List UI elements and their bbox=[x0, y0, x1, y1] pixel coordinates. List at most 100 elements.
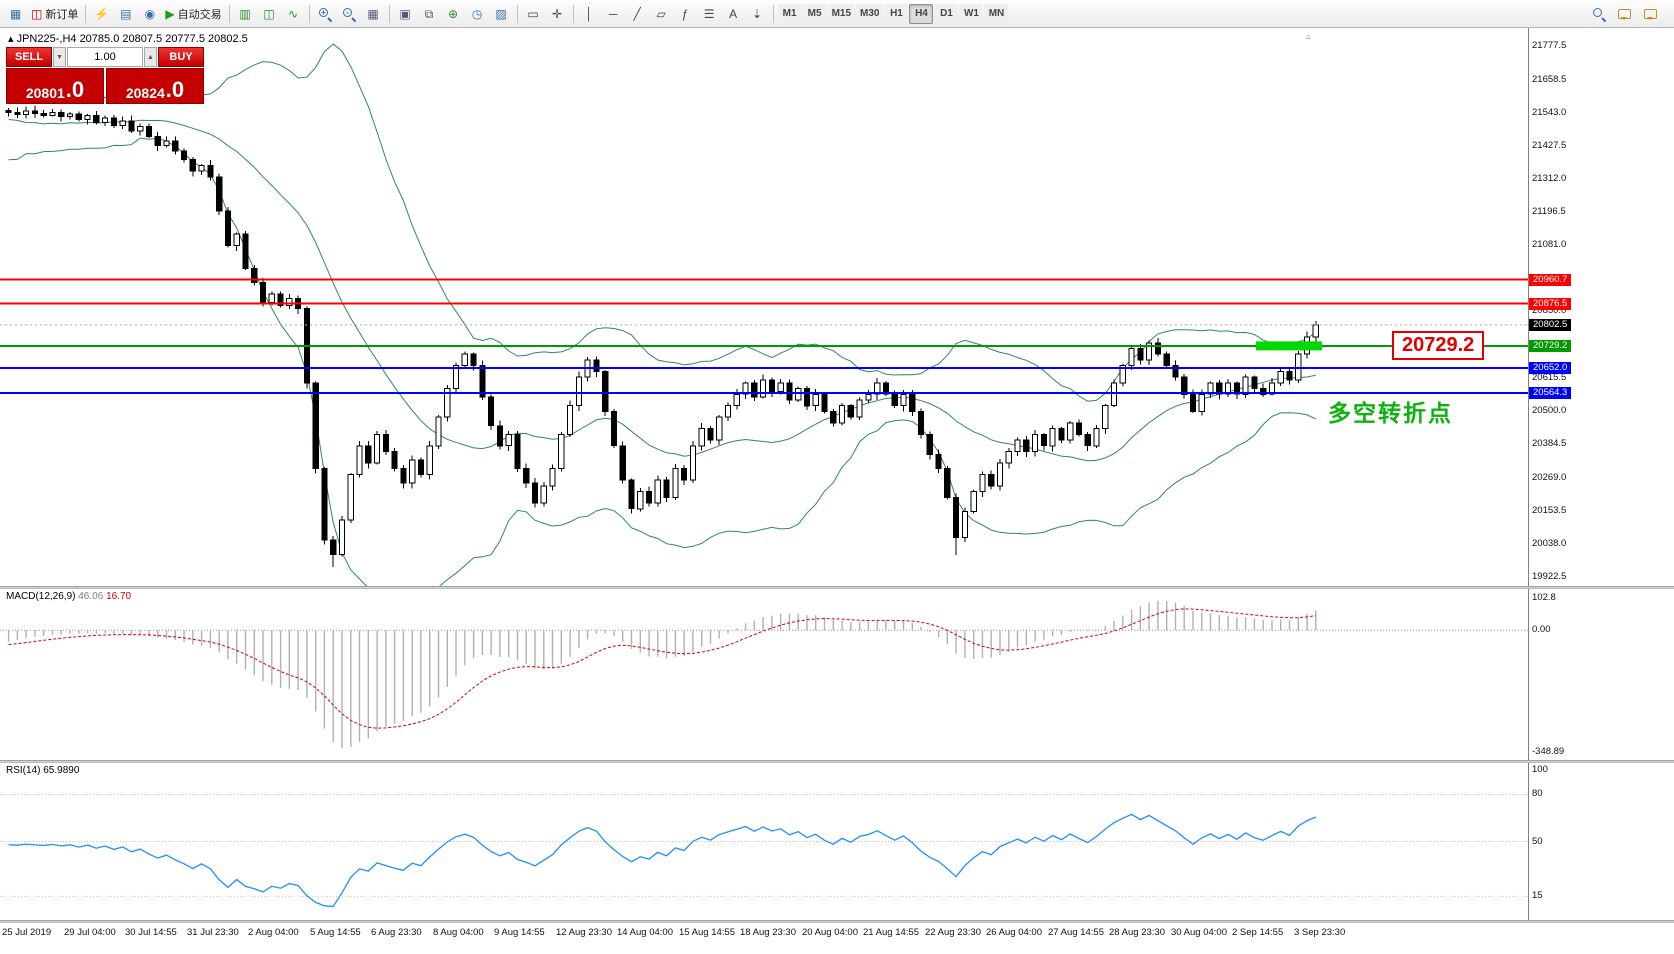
trendline-icon: ╱ bbox=[633, 6, 641, 21]
toolbar-separator bbox=[516, 4, 518, 23]
arrows-button[interactable]: ⇣ bbox=[746, 3, 769, 25]
panel-separator[interactable] bbox=[0, 760, 1674, 763]
grid-button[interactable]: ▦ bbox=[362, 3, 385, 25]
auto-trading-label: 自动交易 bbox=[177, 8, 222, 21]
cursor-button[interactable]: ▭ bbox=[522, 3, 545, 25]
horizontal-line-button[interactable]: ─ bbox=[602, 3, 625, 25]
date-label: 2 Sep 14:55 bbox=[1232, 927, 1284, 938]
zoom-in-icon: + bbox=[318, 7, 333, 23]
date-label: 15 Aug 14:55 bbox=[679, 927, 735, 938]
panel-separator[interactable] bbox=[0, 586, 1674, 589]
price-level-badge: 20960.7 bbox=[1529, 274, 1572, 286]
price-level-badge: 20802.5 bbox=[1529, 319, 1572, 331]
volume-increase-icon[interactable]: ▲ bbox=[144, 47, 157, 67]
rsi-scale-label: 80 bbox=[1532, 788, 1543, 799]
periods-button[interactable]: ◷ bbox=[466, 3, 489, 25]
timeframe-h1[interactable]: H1 bbox=[884, 3, 909, 24]
rsi-name: RSI(14) bbox=[6, 765, 41, 776]
price-tick-label: 21427.5 bbox=[1532, 140, 1567, 151]
price-tick-label: 19922.5 bbox=[1532, 571, 1567, 582]
indicators-button[interactable]: ⊕ bbox=[442, 3, 465, 25]
fibonacci-icon: ƒ bbox=[681, 6, 689, 21]
trendline-button[interactable]: ╱ bbox=[626, 3, 649, 25]
timeframe-m15[interactable]: M15 bbox=[827, 3, 856, 24]
new-order-icon: ◫ bbox=[31, 6, 43, 21]
line-chart-icon: ∿ bbox=[288, 6, 299, 21]
chat-button[interactable] bbox=[1613, 3, 1636, 25]
channel-button[interactable]: ▱ bbox=[650, 3, 673, 25]
shapes-button[interactable]: ☰ bbox=[698, 3, 721, 25]
arrows-icon: ⇣ bbox=[752, 6, 763, 21]
new-chart-icon: ▦ bbox=[9, 6, 22, 21]
main-chart-canvas[interactable] bbox=[0, 28, 1528, 586]
search-button[interactable] bbox=[1587, 3, 1610, 25]
tile-windows-button[interactable]: ▣ bbox=[394, 3, 417, 25]
timeframe-d1[interactable]: D1 bbox=[934, 3, 959, 24]
new-order-label: 新订单 bbox=[45, 8, 79, 21]
price-tick-label: 20153.5 bbox=[1532, 505, 1567, 516]
macd-axis[interactable]: 102.8 0.00 -348.89 bbox=[1528, 589, 1674, 760]
time-axis[interactable]: 25 Jul 2019 29 Jul 04:00 30 Jul 14:55 31 Ju… bbox=[0, 923, 1674, 954]
price-level-badge: 20729.2 bbox=[1529, 340, 1572, 352]
crosshair-button[interactable]: ✛ bbox=[546, 3, 569, 25]
line-chart-button[interactable]: ∿ bbox=[282, 3, 305, 25]
cursor-icon: ▭ bbox=[527, 6, 539, 21]
main-chart-panel: ▵ ▴ JPN225-,H4 20785.0 20807.5 20777.5 2… bbox=[0, 28, 1674, 586]
timeframe-w1[interactable]: W1 bbox=[959, 3, 984, 24]
profiles-icon: ▤ bbox=[120, 6, 132, 21]
timeframe-m5[interactable]: M5 bbox=[802, 3, 827, 24]
volume-input[interactable] bbox=[67, 47, 143, 67]
buy-price-main: 20824 bbox=[125, 85, 165, 101]
buy-button[interactable]: BUY bbox=[158, 47, 204, 67]
lightning-button[interactable]: ⚡ bbox=[90, 3, 113, 25]
templates-button[interactable]: ▨ bbox=[490, 3, 513, 25]
price-tick-label: 21196.5 bbox=[1532, 206, 1566, 217]
community-chat-icon bbox=[1644, 8, 1657, 20]
pivot-price-label[interactable]: 20729.2 bbox=[1392, 331, 1485, 360]
bar-chart-button[interactable]: ▥ bbox=[234, 3, 257, 25]
text-button[interactable]: A bbox=[722, 3, 745, 25]
auto-trading-button[interactable]: ▶ 自动交易 bbox=[162, 3, 224, 25]
new-order-button[interactable]: ◫ 新订单 bbox=[28, 3, 81, 25]
candlestick-chart-button[interactable]: ◫ bbox=[258, 3, 281, 25]
macd-panel: MACD(12,26,9) 46.06 16.70 102.8 0.00 -348.… bbox=[0, 589, 1674, 760]
date-label: 25 Jul 2019 bbox=[2, 927, 52, 938]
vertical-line-button[interactable]: │ bbox=[578, 3, 601, 25]
panel-separator[interactable] bbox=[0, 920, 1674, 923]
sell-button[interactable]: SELL bbox=[6, 47, 52, 67]
rsi-axis[interactable]: 100 80 50 15 bbox=[1528, 763, 1674, 920]
community-chat-button[interactable] bbox=[1639, 3, 1662, 25]
price-tick-label: 21312.0 bbox=[1532, 173, 1567, 184]
price-tick-label: 21777.5 bbox=[1532, 40, 1567, 51]
symbol-info: ▴ JPN225-,H4 20785.0 20807.5 20777.5 208… bbox=[8, 32, 248, 45]
timeframe-mn[interactable]: MN bbox=[984, 3, 1009, 24]
date-label: 28 Aug 23:30 bbox=[1109, 927, 1165, 938]
macd-canvas[interactable] bbox=[0, 589, 1528, 760]
macd-scale-label: 102.8 bbox=[1532, 592, 1556, 603]
new-chart-button[interactable]: ▦ bbox=[4, 3, 27, 25]
timeframe-m1[interactable]: M1 bbox=[777, 3, 802, 24]
rsi-label: RSI(14) 65.9890 bbox=[6, 765, 79, 776]
candlestick-chart-icon: ◫ bbox=[263, 6, 275, 21]
price-tick-label: 20500.0 bbox=[1532, 405, 1567, 416]
volume-decrease-icon[interactable]: ▼ bbox=[53, 47, 66, 67]
cascade-windows-icon: ⧉ bbox=[424, 6, 434, 21]
annotation-text[interactable]: 多空转折点 bbox=[1328, 400, 1453, 426]
zoom-out-button[interactable]: - bbox=[338, 3, 361, 25]
price-axis[interactable]: 21777.5 21658.5 21543.0 21427.5 21312.0 21196… bbox=[1528, 28, 1674, 586]
date-label: 26 Aug 04:00 bbox=[986, 927, 1042, 938]
buy-price-box[interactable]: 20824 .0 bbox=[106, 68, 204, 104]
timeframe-m30[interactable]: M30 bbox=[856, 3, 884, 24]
profiles-button[interactable]: ▤ bbox=[114, 3, 137, 25]
timeframe-h4[interactable]: H4 bbox=[909, 3, 934, 24]
toolbar-separator bbox=[308, 4, 310, 23]
rsi-canvas[interactable] bbox=[0, 763, 1528, 920]
date-label: 22 Aug 23:30 bbox=[925, 927, 981, 938]
sell-price-box[interactable]: 20801 .0 bbox=[6, 68, 104, 104]
zoom-in-button[interactable]: + bbox=[314, 3, 337, 25]
fibonacci-button[interactable]: ƒ bbox=[674, 3, 697, 25]
zoom-out-icon: - bbox=[342, 7, 357, 23]
cascade-windows-button[interactable]: ⧉ bbox=[418, 3, 441, 25]
chart-shift-icon[interactable]: ▵ bbox=[1306, 31, 1311, 41]
community-button[interactable]: ◉ bbox=[138, 3, 161, 25]
